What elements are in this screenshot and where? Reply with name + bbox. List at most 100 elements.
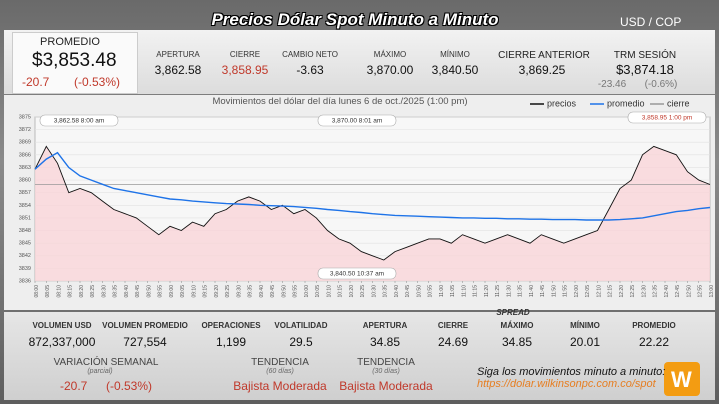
x-tick-label: 10:20 <box>349 285 355 298</box>
series-line <box>34 145 711 261</box>
x-tick-label: 12:50 <box>686 285 692 298</box>
x-tick-label: 11:45 <box>540 285 546 297</box>
x-tick-label: 08:20 <box>79 285 85 298</box>
x-tick-label: 10:45 <box>405 285 411 298</box>
x-tick-label: 11:20 <box>484 285 490 297</box>
x-tick-label: 08:45 <box>135 285 141 298</box>
promedio-label: PROMEDIO <box>40 36 100 48</box>
x-tick-label: 08:40 <box>124 285 130 298</box>
x-tick-label: 08:00 <box>34 285 40 298</box>
x-tick-label: 12:40 <box>664 285 670 298</box>
x-tick-label: 12:10 <box>596 285 602 298</box>
y-tick-label: 3845 <box>19 241 31 247</box>
x-tick-label: 08:35 <box>113 285 119 298</box>
chart-subtitle: Movimientos del dólar del día lunes 6 de… <box>212 96 468 107</box>
x-tick-label: 08:55 <box>158 285 164 298</box>
footer-stat-label: VOLUMEN PROMEDIO <box>102 321 188 330</box>
series-line <box>34 151 711 221</box>
cta-text: Siga los movimientos minuto a minuto: <box>477 366 666 378</box>
x-tick-label: 10:40 <box>394 285 400 298</box>
trm-change-pct: (-0.6%) <box>644 79 678 90</box>
x-tick-label: 10:35 <box>383 285 389 298</box>
x-tick-label: 09:55 <box>293 285 299 298</box>
y-tick-label: 3872 <box>19 127 31 133</box>
x-tick-label: 10:30 <box>371 285 377 298</box>
trm-value: $3,874.18 <box>616 62 674 77</box>
footer-stat-value: 1,199 <box>215 335 247 349</box>
y-tick-label: 3836 <box>19 278 31 284</box>
trm-label: TRM SESIÓN <box>613 50 677 61</box>
stat-label: CIERRE <box>229 50 261 59</box>
legend-label: cierre <box>667 98 690 108</box>
cierre-anterior-label: CIERRE ANTERIOR <box>498 50 590 61</box>
x-tick-label: 11:50 <box>551 285 557 297</box>
stat-label: CAMBIO NETO <box>282 50 338 59</box>
spread-label: MÍNIMO <box>570 321 600 330</box>
stat-value: 3,862.58 <box>154 63 202 77</box>
stat-value: 3,870.00 <box>366 63 414 77</box>
stat-label: MÁXIMO <box>373 50 407 59</box>
x-tick-label: 08:50 <box>146 285 152 298</box>
x-tick-label: 11:55 <box>563 285 569 297</box>
x-tick-label: 09:40 <box>259 285 265 298</box>
annotation: 3,858.95 1:00 pm <box>642 115 693 122</box>
footer-stat-label: VOLATILIDAD <box>274 321 328 330</box>
footer-stat-value: 872,337,000 <box>28 335 96 349</box>
cierre-anterior-value: 3,869.25 <box>518 63 566 77</box>
annotation-box <box>39 114 119 127</box>
x-tick-label: 12:25 <box>630 285 636 298</box>
x-tick-label: 12:05 <box>585 285 591 298</box>
x-tick-label: 11:00 <box>439 285 445 297</box>
x-tick-label: 09:25 <box>225 285 231 298</box>
footer-panel <box>4 312 715 400</box>
x-tick-label: 08:05 <box>45 285 51 298</box>
annotation: 3,840.50 10:37 am <box>330 271 384 278</box>
x-tick-label: 11:30 <box>506 285 512 297</box>
cta-url: https://dolar.wilkinsonpc.com.co/spot <box>477 378 656 390</box>
x-tick-label: 12:20 <box>619 285 625 298</box>
y-tick-label: 3851 <box>19 215 31 221</box>
x-tick-label: 11:15 <box>473 285 479 297</box>
title: Precios Dólar Spot Minuto a Minuto <box>211 10 499 29</box>
x-tick-label: 08:15 <box>68 285 74 298</box>
footer-stat-label: OPERACIONES <box>201 321 261 330</box>
annotation: 3,862.58 8:00 am <box>54 118 105 125</box>
spread-label: APERTURA <box>362 321 408 330</box>
stat-value: 3,858.95 <box>221 63 269 77</box>
annotation-box <box>317 114 397 127</box>
variacion-value: -20.7 <box>60 379 88 393</box>
trm-change: -23.46 <box>597 79 627 90</box>
x-tick-label: 12:35 <box>653 285 659 298</box>
stat-label: APERTURA <box>156 50 200 59</box>
x-tick-label: 10:50 <box>416 285 422 298</box>
x-tick-label: 12:30 <box>641 285 647 298</box>
x-tick-label: 09:00 <box>169 285 175 298</box>
y-tick-label: 3848 <box>19 228 31 234</box>
spread-value: 34.85 <box>501 335 533 349</box>
x-tick-label: 11:25 <box>495 285 501 297</box>
x-tick-label: 12:00 <box>574 285 580 298</box>
y-tick-label: 3860 <box>19 178 31 184</box>
x-tick-label: 12:45 <box>675 285 681 298</box>
legend-label: precios <box>547 98 577 108</box>
tendencia-label: TENDENCIA <box>357 357 415 368</box>
annotation: 3,870.00 8:01 am <box>332 118 383 125</box>
x-tick-label: 10:25 <box>360 285 366 298</box>
x-tick-label: 11:10 <box>461 285 467 297</box>
variacion-sub: (parcial) <box>87 368 113 375</box>
annotation-box <box>317 267 397 280</box>
legend-label: promedio <box>607 98 645 108</box>
tendencia-label: TENDENCIA <box>251 357 309 368</box>
spread-value: 34.85 <box>369 335 401 349</box>
y-tick-label: 3875 <box>19 114 31 120</box>
tendencia-sub: (60 días) <box>266 368 294 375</box>
x-tick-label: 10:00 <box>304 285 310 298</box>
variacion-pct: (-0.53%) <box>106 379 153 393</box>
tendencia-value: Bajista Moderada <box>233 379 327 393</box>
y-tick-label: 3854 <box>19 203 31 209</box>
spread-value: 24.69 <box>437 335 469 349</box>
x-tick-label: 09:50 <box>281 285 287 298</box>
x-tick-label: 10:55 <box>428 285 434 298</box>
